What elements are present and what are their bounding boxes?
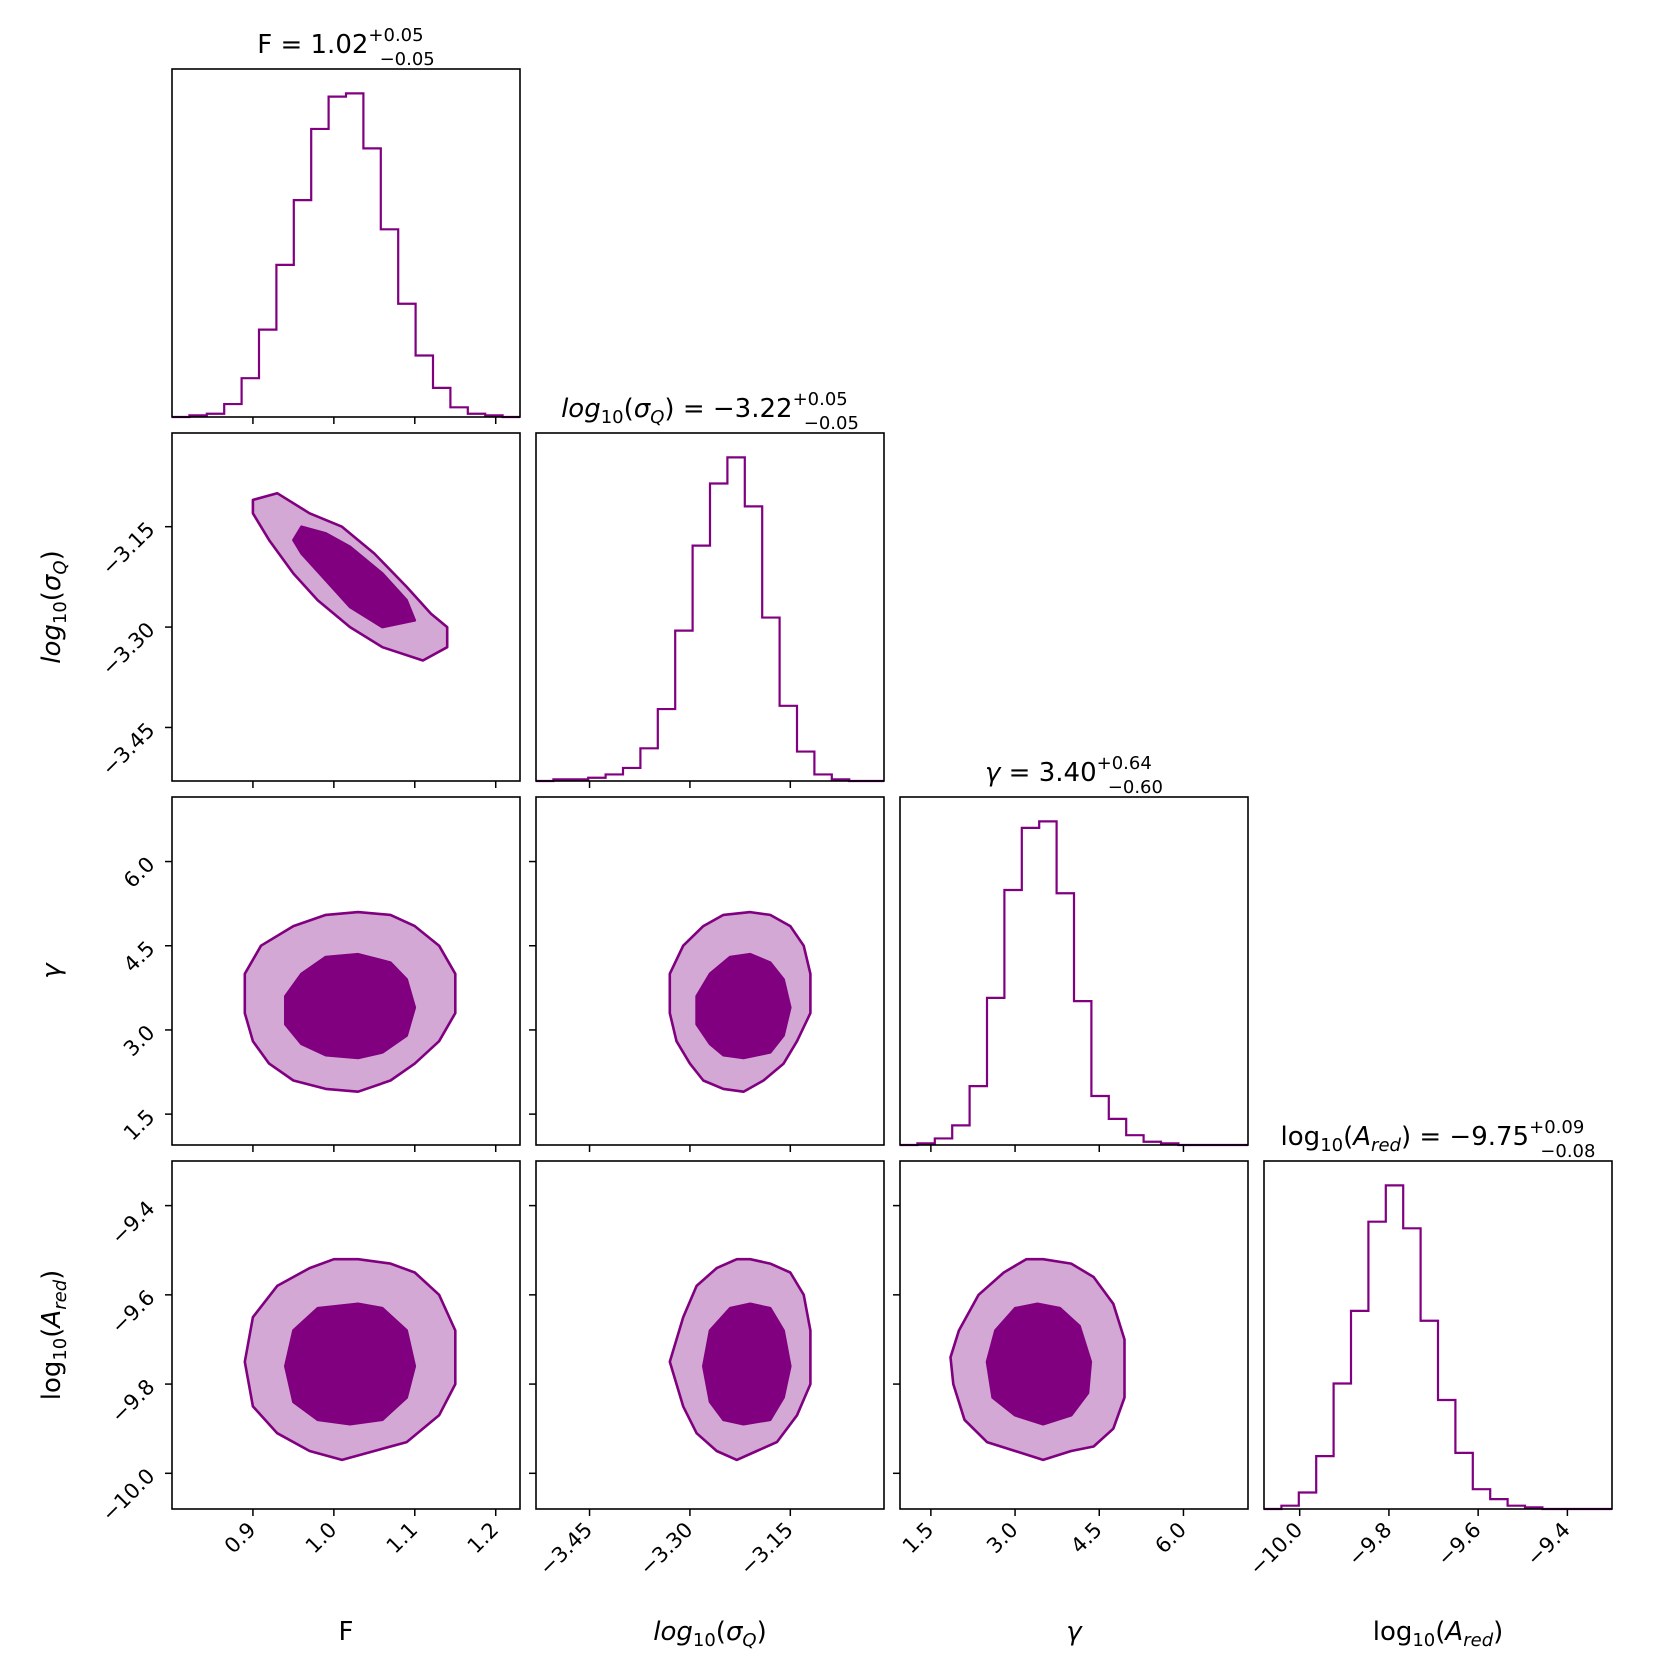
ytick-label-sigmaQ: −3.15 [97, 517, 159, 579]
hist-step-gamma [900, 820, 1248, 1147]
contour-inner-3-0 [284, 1302, 417, 1426]
title-text-F: F = 1.02+0.05 −0.05 [257, 25, 435, 70]
xtick-label-Ared: −9.8 [1343, 1518, 1396, 1571]
ylabel-gamma: γ [37, 962, 67, 979]
xtick-label-gamma: 6.0 [1150, 1518, 1191, 1559]
hist-step-sigmaQ [536, 456, 884, 783]
ytick-label-sigmaQ: −3.30 [97, 618, 159, 680]
panel-frame [535, 1160, 885, 1510]
title-minus-Ared: −0.08 [1540, 1141, 1595, 1162]
panel-frame [171, 796, 521, 1146]
panel-frame [171, 68, 521, 418]
contour-inner-3-1 [702, 1302, 792, 1426]
hist-title-Ared: log10(Ared) = −9.75+0.09 −0.08 [1281, 1117, 1596, 1162]
ytick-label-Ared: −9.4 [107, 1196, 160, 1249]
hist-panel-sigmaQ: log10(σQ) = −3.22+0.05 −0.05 [535, 389, 885, 788]
hist-title-sigmaQ: log10(σQ) = −3.22+0.05 −0.05 [561, 389, 859, 434]
xtick-label-F: 0.9 [220, 1518, 261, 1559]
xlabel-Ared: log10(Ared) [1373, 1617, 1504, 1651]
ytick-label-Ared: −9.8 [107, 1375, 160, 1428]
xtick-label-F: 1.2 [463, 1518, 504, 1559]
xtick-label-F: 1.1 [382, 1518, 423, 1559]
title-minus-sigmaQ: −0.05 [804, 413, 859, 434]
ytick-label-Ared: −10.0 [97, 1464, 159, 1526]
xtick-label-Ared: −9.4 [1522, 1518, 1575, 1571]
title-text-Ared: log10(Ared) = −9.75+0.09 −0.08 [1281, 1117, 1596, 1162]
hist-title-gamma: γ = 3.40+0.64 −0.60 [985, 753, 1163, 798]
panel-frame [899, 1160, 1249, 1510]
contour-panel-Ared-vs-gamma: 1.5 3.0 4.5 6.0 [893, 1160, 1249, 1559]
contour-inner-2-1 [695, 952, 792, 1060]
hist-panel-Ared: log10(Ared) = −9.75+0.09 −0.08 −10.0 −9.8 −9… [1245, 1117, 1613, 1580]
title-text-gamma: γ = 3.40+0.64 −0.60 [985, 753, 1163, 798]
contour-panel-sigmaQ-vs-F: −3.45 −3.30 −3.15 [97, 432, 521, 788]
xtick-label-gamma: 4.5 [1066, 1518, 1107, 1559]
xlabel-sigmaQ: log10(σQ) [653, 1617, 767, 1651]
xtick-label-sigmaQ: −3.30 [635, 1518, 697, 1580]
contour-inner-3-2 [985, 1302, 1093, 1426]
hist-step-Ared [1264, 1184, 1612, 1511]
hist-title-F: F = 1.02+0.05 −0.05 [257, 25, 435, 70]
panel-frame [171, 1160, 521, 1510]
hist-step-F [172, 92, 520, 419]
panel-frame [899, 796, 1249, 1146]
title-minus-F: −0.05 [380, 49, 435, 70]
panel-frame [171, 432, 521, 782]
panel-frame [1263, 1160, 1613, 1510]
xlabel-F: F [339, 1617, 354, 1647]
hist-panel-F: F = 1.02+0.05 −0.05 [171, 25, 521, 424]
ytick-label-gamma: 3.0 [119, 1021, 160, 1062]
panel-frame [535, 432, 885, 782]
contour-panel-gamma-vs-sigmaQ [529, 796, 885, 1152]
title-text-sigmaQ: log10(σQ) = −3.22+0.05 −0.05 [561, 389, 859, 434]
ytick-label-Ared: −9.6 [107, 1285, 160, 1338]
xtick-label-F: 1.0 [301, 1518, 342, 1559]
ytick-label-sigmaQ: −3.45 [97, 718, 159, 780]
xtick-label-sigmaQ: −3.15 [735, 1518, 797, 1580]
xlabel-gamma: γ [1066, 1617, 1083, 1647]
xtick-label-Ared: −9.6 [1433, 1518, 1486, 1571]
xtick-label-gamma: 3.0 [982, 1518, 1023, 1559]
contour-panel-gamma-vs-F: 1.5 3.0 4.5 6.0 [119, 796, 521, 1152]
contour-panel-Ared-vs-F: −10.0 −9.8 −9.6 −9.4 0.9 1.0 1.1 1.2 [97, 1160, 521, 1559]
hist-panel-gamma: γ = 3.40+0.64 −0.60 [899, 753, 1249, 1152]
ylabel-sigmaQ: log10(σQ) [37, 550, 71, 664]
contour-inner-1-0 [292, 525, 417, 629]
xtick-label-Ared: −10.0 [1245, 1518, 1307, 1580]
xtick-label-gamma: 1.5 [898, 1518, 939, 1559]
contour-inner-2-0 [284, 952, 417, 1060]
panel-frame [535, 796, 885, 1146]
ytick-label-gamma: 4.5 [119, 936, 160, 977]
ytick-label-gamma: 1.5 [119, 1105, 160, 1146]
title-minus-gamma: −0.60 [1108, 777, 1163, 798]
contour-panel-Ared-vs-sigmaQ: −3.45 −3.30 −3.15 [529, 1160, 885, 1580]
xtick-label-sigmaQ: −3.45 [535, 1518, 597, 1580]
ytick-label-gamma: 6.0 [119, 852, 160, 893]
ylabel-Ared: log10(Ared) [37, 1270, 71, 1401]
